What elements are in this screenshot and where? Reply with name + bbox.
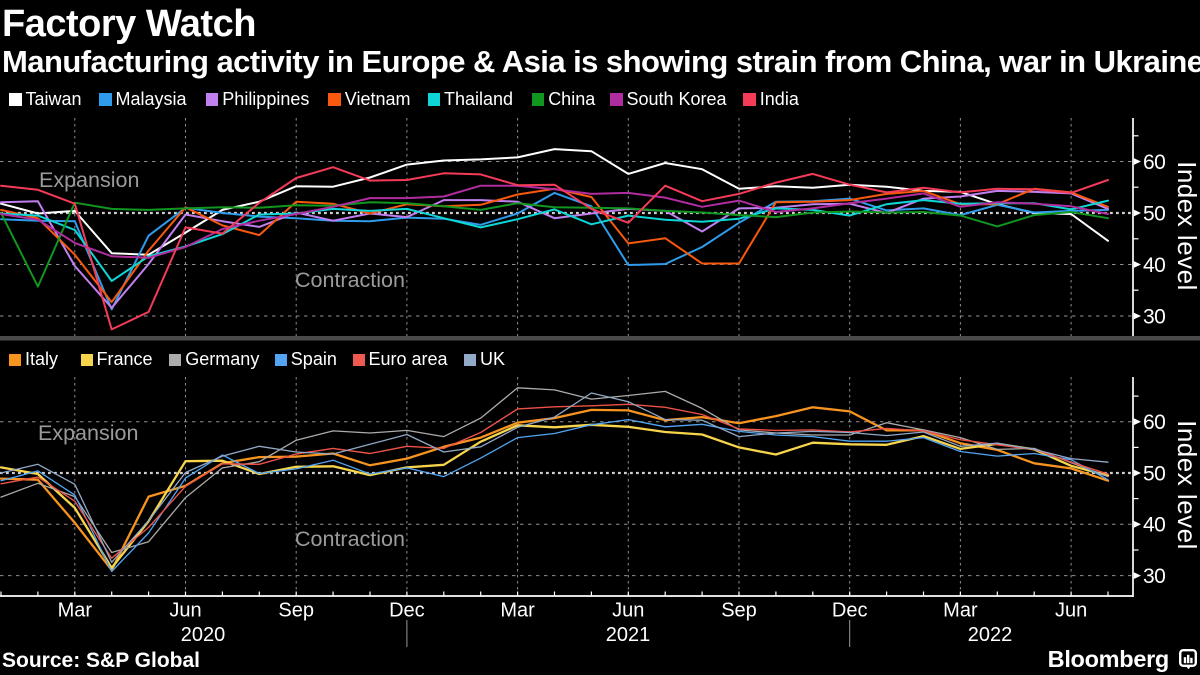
svg-text:Mar: Mar bbox=[943, 600, 978, 622]
svg-text:2020: 2020 bbox=[181, 624, 226, 646]
svg-text:Expansion: Expansion bbox=[38, 421, 138, 445]
svg-text:Expansion: Expansion bbox=[39, 168, 139, 192]
svg-text:30: 30 bbox=[1143, 565, 1165, 588]
svg-text:Contraction: Contraction bbox=[295, 527, 405, 551]
svg-text:60: 60 bbox=[1143, 411, 1165, 434]
svg-text:2021: 2021 bbox=[606, 624, 651, 646]
svg-text:40: 40 bbox=[1143, 514, 1165, 537]
svg-text:Index level: Index level bbox=[1172, 161, 1200, 291]
svg-text:Contraction: Contraction bbox=[295, 268, 405, 292]
svg-text:Sep: Sep bbox=[721, 600, 757, 622]
svg-text:30: 30 bbox=[1143, 305, 1165, 328]
svg-text:40: 40 bbox=[1143, 254, 1165, 277]
svg-text:2022: 2022 bbox=[968, 624, 1013, 646]
svg-text:Mar: Mar bbox=[58, 600, 93, 622]
svg-text:50: 50 bbox=[1143, 462, 1165, 485]
svg-text:Jun: Jun bbox=[612, 600, 644, 622]
svg-text:Dec: Dec bbox=[389, 600, 425, 622]
svg-text:Jun: Jun bbox=[169, 600, 201, 622]
svg-text:Index level: Index level bbox=[1172, 420, 1200, 550]
svg-text:50: 50 bbox=[1143, 202, 1165, 225]
svg-text:Sep: Sep bbox=[278, 600, 314, 622]
svg-text:Mar: Mar bbox=[500, 600, 535, 622]
svg-text:Jun: Jun bbox=[1055, 600, 1087, 622]
svg-text:Dec: Dec bbox=[832, 600, 868, 622]
svg-text:60: 60 bbox=[1143, 151, 1165, 174]
